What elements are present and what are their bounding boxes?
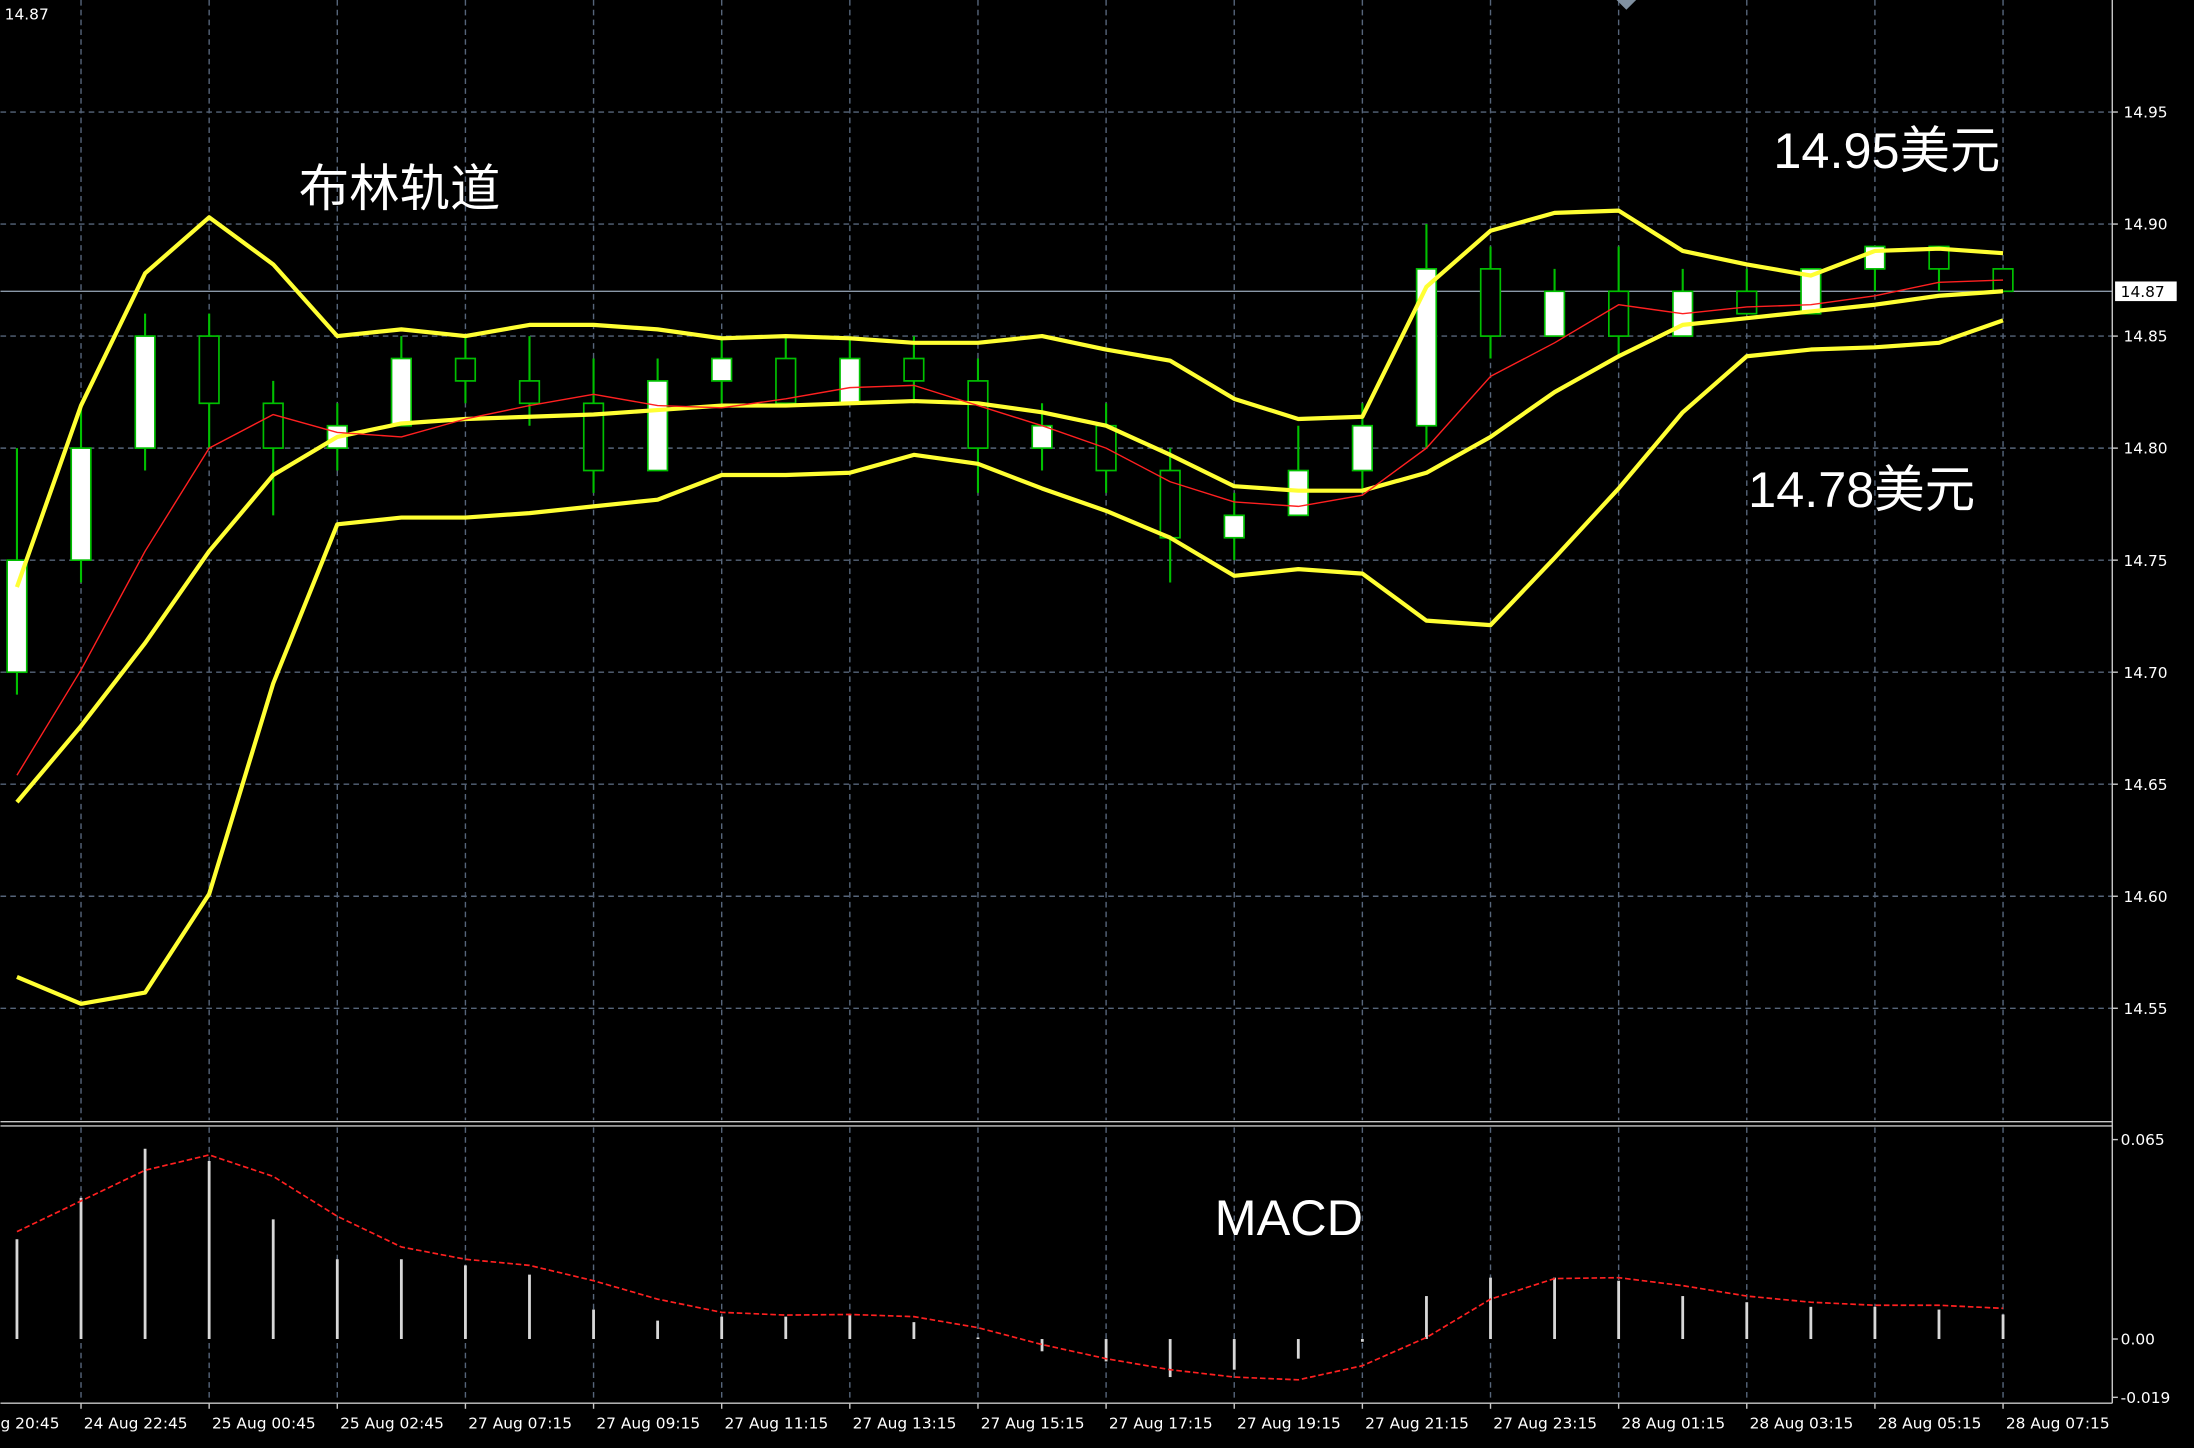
annotation: 14.78美元 [1748,461,1975,518]
y-tick-label: 0.00 [2121,1331,2155,1349]
x-tick-label: 27 Aug 23:15 [1493,1414,1597,1432]
candle-body [1031,424,1053,449]
candle-body [1159,469,1181,539]
last-price-label: 14.87 [2121,283,2165,301]
candle-body [711,357,733,382]
macd-title: MACD [1215,1189,1363,1246]
candle-body [1479,268,1502,337]
x-tick-label: 25 Aug 02:45 [340,1414,444,1432]
candle-body [1287,469,1309,517]
candle-body [262,402,284,449]
macd-panel [15,1127,2005,1402]
candle-body [1415,268,1438,427]
candle-body [646,380,669,472]
annotation: 布林轨道 [299,160,501,217]
x-tick-label: 25 Aug 00:45 [212,1414,316,1432]
x-tick-label: g 20:45 [0,1414,59,1432]
candle-body [6,559,28,674]
candle-body [454,357,477,382]
candle-body [967,380,989,449]
last-price-box [2115,281,2177,302]
y-tick-label: 0.065 [2121,1131,2165,1149]
candle-body [1928,245,1950,270]
candle-body [198,335,220,405]
candle-body [518,380,541,405]
y-tick-label: 14.95 [2123,104,2167,122]
candle-body [1351,424,1374,472]
signal-line [16,1154,2004,1381]
x-tick-label: 27 Aug 13:15 [853,1414,957,1432]
candle-body [1608,290,1630,337]
candle-body [903,357,925,382]
x-tick-label: 27 Aug 15:15 [981,1414,1085,1432]
indicator-line [14,208,2004,588]
y-tick-label: 14.80 [2123,440,2167,458]
x-tick-label: 28 Aug 01:15 [1621,1414,1725,1432]
x-tick-label: 28 Aug 03:15 [1750,1414,1854,1432]
candle-body [775,357,797,405]
x-tick-label: 24 Aug 22:45 [84,1414,188,1432]
candle-body [70,447,92,561]
y-tick-label: 14.75 [2123,552,2167,570]
y-tick-label: 14.85 [2123,328,2167,346]
last-price-corner: 14.87 [5,6,49,24]
y-tick-label: 14.90 [2123,216,2167,234]
candle-body [1543,290,1566,337]
indicator-line [15,289,2004,804]
x-tick-label: 28 Aug 07:15 [2006,1414,2110,1432]
y-tick-label: 14.70 [2123,664,2167,682]
x-tick-label: 27 Aug 07:15 [468,1414,572,1432]
shift-marker [1616,0,1637,10]
candle-body [134,335,156,449]
candle-body [839,357,861,405]
y-tick-label: 14.55 [2123,1000,2167,1018]
candle-body [1800,268,1822,315]
y-tick-label: 14.60 [2123,888,2167,906]
candle-body [390,357,413,427]
candle-body [582,402,605,472]
y-tick-label: -0.019 [2121,1389,2171,1407]
price-panel [0,0,2113,1121]
x-tick-label: 27 Aug 09:15 [596,1414,700,1432]
x-tick-label: 27 Aug 11:15 [724,1414,828,1432]
candle-body [1736,290,1758,315]
x-tick-label: 27 Aug 21:15 [1365,1414,1469,1432]
indicator-line [16,279,2004,776]
indicator-line [16,318,2004,1006]
annotation: 14.95美元 [1773,122,2000,179]
x-tick-label: 27 Aug 17:15 [1109,1414,1213,1432]
candle-body [1223,514,1245,539]
x-tick-label: 28 Aug 05:15 [1878,1414,1982,1432]
x-tick-label: 27 Aug 19:15 [1237,1414,1341,1432]
y-tick-label: 14.65 [2123,776,2167,794]
